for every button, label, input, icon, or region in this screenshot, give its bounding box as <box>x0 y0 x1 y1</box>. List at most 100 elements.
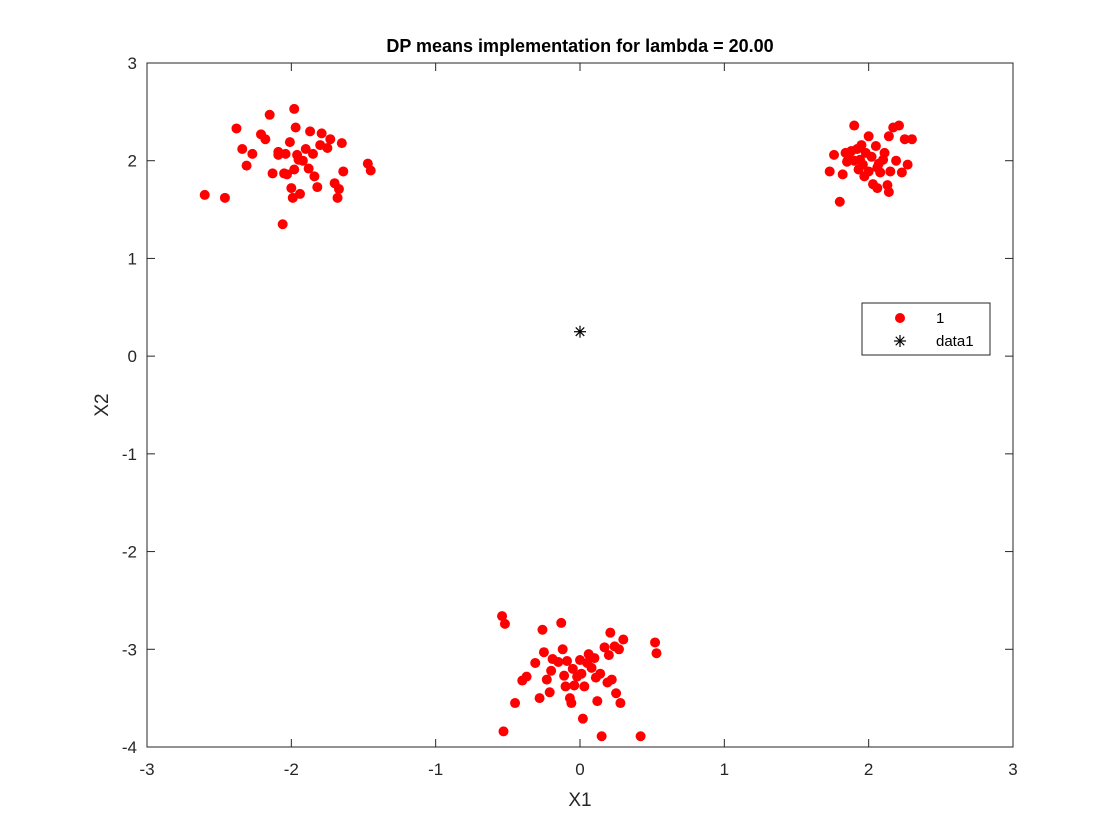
x-tick-label: 2 <box>864 760 873 779</box>
data-point <box>499 618 510 629</box>
legend: 1 data1 <box>861 302 991 356</box>
data-point <box>635 731 646 742</box>
data-point <box>557 644 568 655</box>
data-point <box>237 143 248 154</box>
data-point <box>562 656 573 667</box>
data-point <box>599 642 610 653</box>
data-point <box>651 648 662 659</box>
data-point <box>566 698 577 709</box>
data-point <box>595 668 606 679</box>
data-point <box>559 670 570 681</box>
data-point <box>277 219 288 230</box>
data-point <box>605 627 616 638</box>
data-point <box>332 192 343 203</box>
x-axis-ticks: -3 -2 -1 0 1 2 3 <box>139 63 1018 779</box>
data-point <box>829 149 840 160</box>
legend-marker-data1 <box>894 335 906 347</box>
data-point <box>312 182 323 193</box>
data-point <box>231 123 242 134</box>
data-point <box>510 698 521 709</box>
data-point <box>902 159 913 170</box>
data-point <box>579 681 590 692</box>
legend-box <box>861 302 991 356</box>
y-tick-label: -1 <box>122 445 137 464</box>
data-point <box>885 166 896 177</box>
data-point <box>199 189 210 200</box>
data-point <box>856 140 867 151</box>
data-points <box>199 103 917 742</box>
data-point <box>544 687 555 698</box>
x-axis-label: X1 <box>568 790 591 811</box>
data-point <box>316 128 327 139</box>
x-tick-label: 3 <box>1008 760 1017 779</box>
data-point <box>870 141 881 152</box>
data-point <box>906 134 917 145</box>
data-point <box>279 168 290 179</box>
x-tick-label: 0 <box>575 760 584 779</box>
y-tick-label: -2 <box>122 543 137 562</box>
data-point <box>241 160 252 171</box>
data-point <box>879 147 890 158</box>
data-point <box>336 138 347 149</box>
data-point <box>849 120 860 131</box>
data-point <box>541 674 552 685</box>
y-tick-label: 1 <box>128 249 137 268</box>
data-point <box>305 126 316 137</box>
data-point <box>650 637 661 648</box>
data-point <box>294 188 305 199</box>
data-point <box>365 165 376 176</box>
y-tick-label: 0 <box>128 347 137 366</box>
data-point <box>569 680 580 691</box>
data-point <box>534 693 545 704</box>
data-point <box>592 696 603 707</box>
data-point <box>303 163 314 174</box>
data-point <box>863 131 874 142</box>
data-point <box>618 634 629 645</box>
data-point <box>556 617 567 628</box>
data-point <box>530 657 541 668</box>
axes-box <box>146 62 1014 748</box>
legend-label-series-1: 1 <box>936 310 944 327</box>
data-point <box>872 183 883 194</box>
data-point <box>553 656 564 667</box>
legend-marker-series-1 <box>895 313 905 323</box>
data-point <box>576 668 587 679</box>
data-point <box>325 134 336 145</box>
data-point <box>260 134 271 145</box>
data1-point <box>574 325 586 338</box>
asterisk-stroke <box>895 336 905 346</box>
data-point <box>866 151 877 162</box>
data-point <box>577 713 588 724</box>
data-point <box>855 154 866 165</box>
data-point <box>606 674 617 685</box>
legend-asterisk-glyph <box>894 335 906 347</box>
asterisk-stroke <box>575 327 585 337</box>
legend-label-data1: data1 <box>936 333 974 350</box>
y-axis-label: X2 <box>92 393 113 416</box>
data-point <box>899 134 910 145</box>
data-point <box>521 671 532 682</box>
data-point <box>293 154 304 165</box>
data-point <box>586 662 597 673</box>
data-point <box>863 166 874 177</box>
y-axis-ticks: -4 -3 -2 -1 0 1 2 3 <box>122 54 1013 757</box>
data-point <box>333 184 344 195</box>
y-tick-label: -4 <box>122 738 137 757</box>
data-point <box>837 169 848 180</box>
data-point <box>307 148 318 159</box>
data-point <box>247 148 258 159</box>
data-point <box>615 698 626 709</box>
data-point <box>309 171 320 182</box>
data-point <box>546 665 557 676</box>
data-point <box>284 137 295 148</box>
data-point <box>300 143 311 154</box>
data-point <box>834 196 845 207</box>
data-point <box>264 109 275 120</box>
data-point <box>596 731 607 742</box>
data-point <box>613 644 624 655</box>
data-point <box>537 624 548 635</box>
chart-title: DP means implementation for lambda = 20.… <box>386 36 773 56</box>
y-tick-label: 3 <box>128 54 137 73</box>
data-point <box>896 167 907 178</box>
